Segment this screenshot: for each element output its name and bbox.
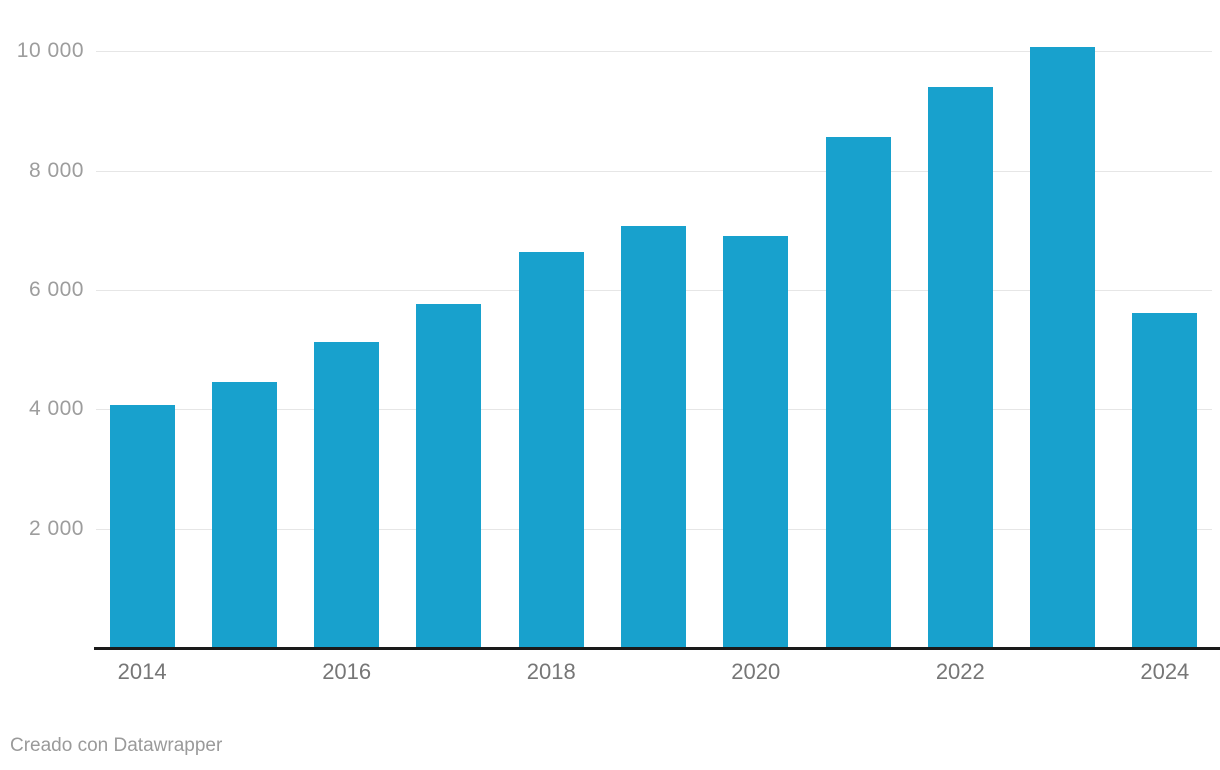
ytick-label-8000: 8 000: [28, 158, 84, 182]
attribution-text: Creado con Datawrapper: [10, 735, 223, 756]
bar-2022: [927, 86, 993, 648]
bar-2017: [416, 303, 482, 648]
x-axis-line: [94, 647, 1220, 650]
bar-2021: [825, 136, 891, 648]
bar-2016: [314, 341, 380, 648]
bar-2024: [1132, 312, 1198, 648]
gridline-10000: [96, 51, 1212, 53]
xtick-label-2020: 2020: [731, 659, 781, 684]
ytick-label-4000: 4 000: [28, 397, 84, 421]
datawrapper-attribution-link[interactable]: Creado con Datawrapper: [10, 734, 222, 758]
bar-2018: [518, 252, 584, 648]
xtick-label-2022: 2022: [935, 659, 985, 684]
xtick-label-2014: 2014: [117, 659, 167, 684]
ytick-label-6000: 6 000: [28, 278, 84, 301]
xtick-label-2018: 2018: [526, 659, 576, 684]
bar-2020: [723, 236, 789, 648]
bar-2023: [1030, 47, 1096, 648]
xtick-label-2024: 2024: [1140, 659, 1190, 684]
ytick-label-2000: 2 000: [28, 516, 84, 540]
bar-2014: [109, 404, 175, 648]
bar-2019: [620, 226, 686, 648]
ytick-label-10000: 10 000: [16, 39, 84, 63]
xtick-label-2016: 2016: [322, 659, 372, 684]
bar-2015: [211, 382, 277, 648]
gridline-8000: [96, 170, 1212, 172]
